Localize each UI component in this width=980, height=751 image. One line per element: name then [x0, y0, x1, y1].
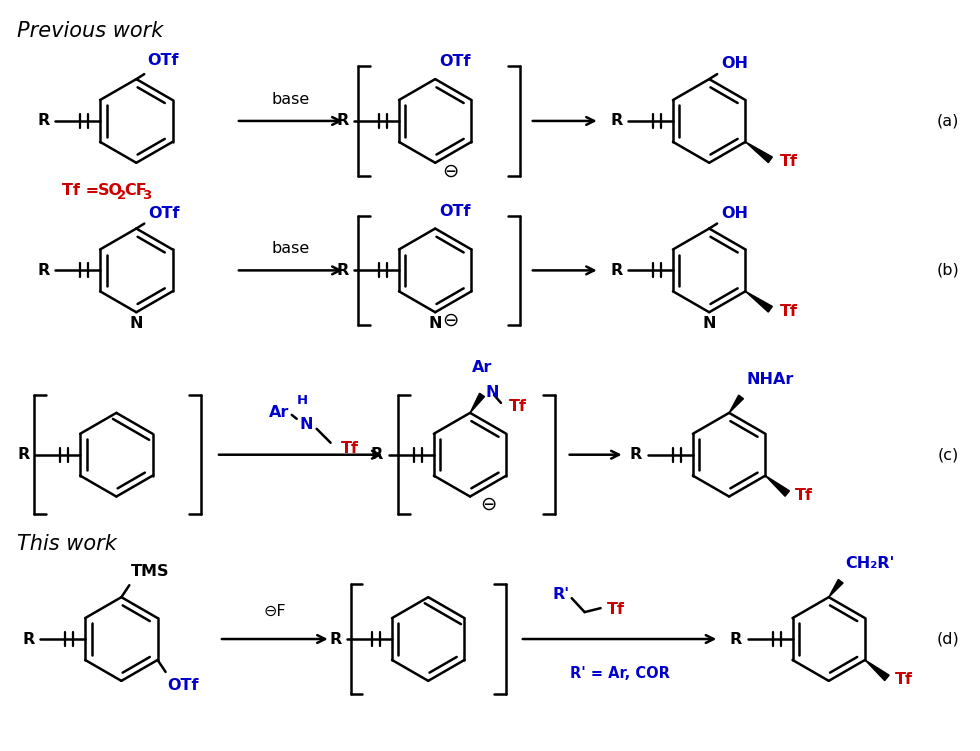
Polygon shape: [765, 475, 790, 496]
Text: (b): (b): [937, 263, 959, 278]
Polygon shape: [729, 395, 744, 413]
Text: R: R: [18, 447, 29, 462]
Text: Tf: Tf: [780, 154, 799, 169]
Text: R: R: [610, 263, 622, 278]
Text: This work: This work: [17, 535, 117, 554]
Text: Tf: Tf: [509, 400, 527, 415]
Polygon shape: [746, 142, 772, 163]
Text: Tf =: Tf =: [62, 183, 104, 198]
Text: R' = Ar, COR: R' = Ar, COR: [569, 666, 669, 681]
Text: N: N: [129, 316, 143, 331]
Text: ⊖: ⊖: [480, 495, 496, 514]
Text: OTf: OTf: [439, 54, 470, 69]
Polygon shape: [829, 580, 843, 597]
Text: OTf: OTf: [439, 204, 470, 219]
Text: R: R: [37, 113, 49, 128]
Text: 2: 2: [118, 189, 126, 202]
Text: OH: OH: [721, 206, 748, 221]
Text: R: R: [630, 447, 642, 462]
Text: R: R: [729, 632, 742, 647]
Text: 3: 3: [142, 189, 152, 202]
Text: R: R: [336, 113, 348, 128]
Text: base: base: [271, 241, 310, 256]
Text: ⊖: ⊖: [442, 161, 459, 180]
Text: SO: SO: [97, 183, 122, 198]
Text: (c): (c): [938, 447, 958, 462]
Text: Tf: Tf: [607, 602, 624, 617]
Polygon shape: [746, 291, 772, 312]
Text: NHAr: NHAr: [746, 372, 794, 387]
Text: (a): (a): [937, 113, 959, 128]
Text: R: R: [336, 263, 348, 278]
Text: OTf: OTf: [148, 206, 179, 221]
Text: N: N: [703, 316, 716, 331]
Text: OTf: OTf: [147, 53, 178, 68]
Text: N: N: [428, 316, 442, 331]
Text: Previous work: Previous work: [17, 21, 163, 41]
Text: ⊖: ⊖: [442, 311, 459, 330]
Text: N: N: [300, 418, 314, 433]
Text: Tf: Tf: [895, 672, 912, 687]
Text: H: H: [297, 394, 309, 407]
Text: R: R: [610, 113, 622, 128]
Text: ⊖F: ⊖F: [264, 604, 286, 619]
Text: R: R: [370, 447, 383, 462]
Text: Tf: Tf: [795, 488, 813, 503]
Text: Ar: Ar: [269, 406, 289, 421]
Text: R: R: [23, 632, 34, 647]
Text: Ar: Ar: [471, 360, 492, 375]
Text: OTf: OTf: [168, 678, 199, 693]
Text: R': R': [553, 587, 569, 602]
Text: CF: CF: [124, 183, 147, 198]
Text: TMS: TMS: [131, 564, 170, 579]
Text: (d): (d): [937, 632, 959, 647]
Polygon shape: [865, 660, 889, 680]
Text: CH₂R': CH₂R': [846, 556, 895, 572]
Text: N: N: [485, 385, 499, 400]
Text: R: R: [329, 632, 341, 647]
Text: Tf: Tf: [341, 442, 359, 456]
Text: base: base: [271, 92, 310, 107]
Polygon shape: [470, 394, 484, 413]
Text: OH: OH: [721, 56, 748, 71]
Text: Tf: Tf: [780, 303, 799, 318]
Text: R: R: [37, 263, 49, 278]
